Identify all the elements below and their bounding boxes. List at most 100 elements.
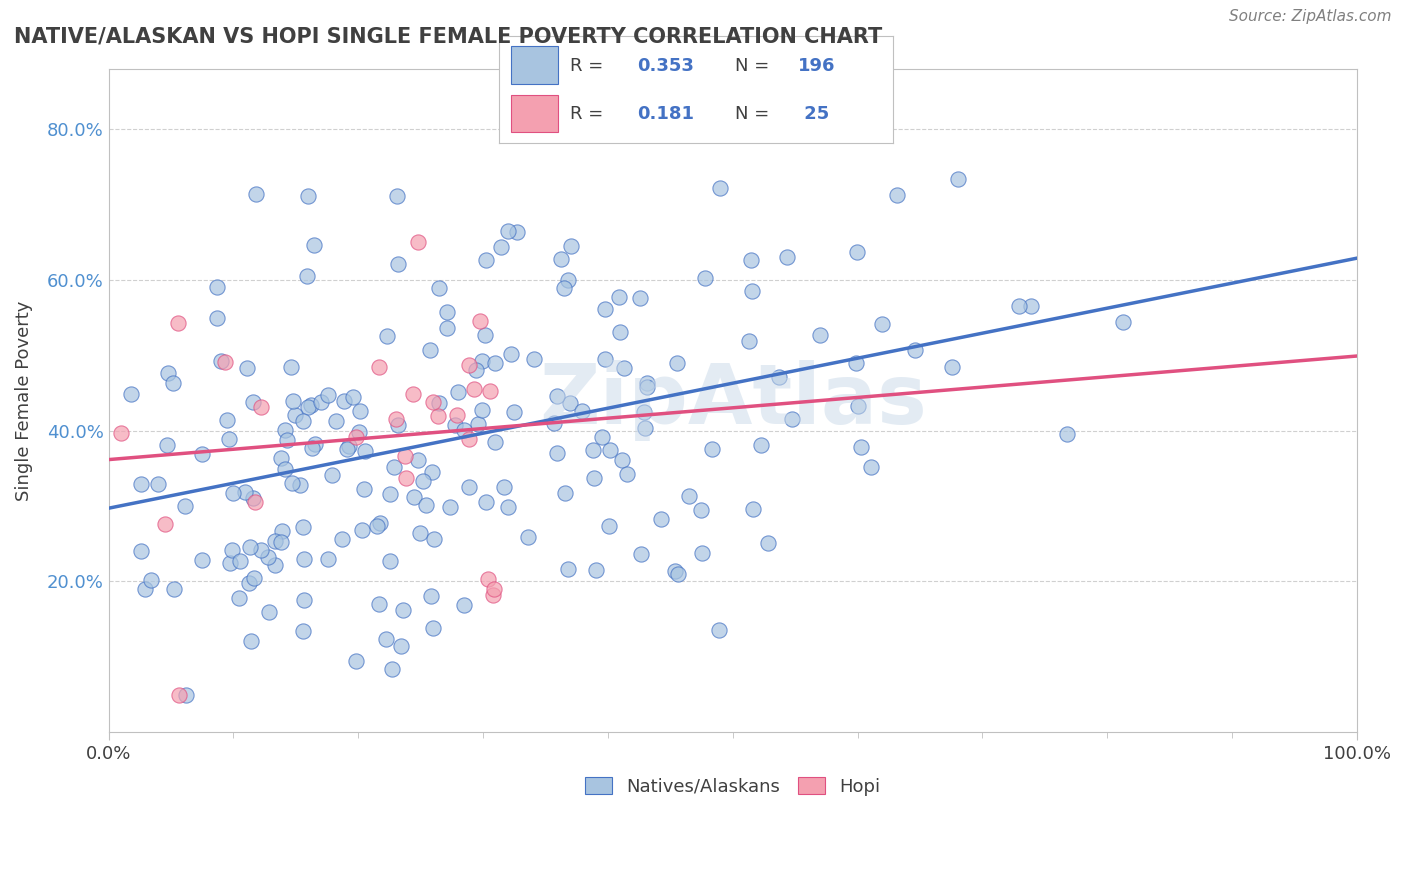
Point bbox=[228, 591, 250, 605]
Point bbox=[571, 404, 593, 418]
Point bbox=[233, 485, 256, 500]
Point bbox=[738, 334, 761, 348]
Point bbox=[131, 477, 153, 491]
Point bbox=[436, 321, 458, 335]
Point bbox=[274, 462, 297, 476]
Point bbox=[634, 421, 657, 435]
Point bbox=[773, 84, 796, 98]
Point bbox=[214, 355, 236, 369]
Point bbox=[474, 252, 496, 267]
Point bbox=[270, 524, 292, 538]
Point bbox=[146, 476, 169, 491]
Point bbox=[678, 490, 700, 504]
Point bbox=[557, 273, 579, 287]
Point bbox=[245, 187, 267, 202]
Point bbox=[474, 495, 496, 509]
Point bbox=[427, 281, 450, 295]
Point bbox=[422, 621, 444, 635]
Point bbox=[849, 440, 872, 454]
Point bbox=[859, 459, 882, 474]
Point bbox=[1008, 299, 1031, 313]
Point bbox=[353, 482, 375, 496]
Point bbox=[870, 318, 893, 332]
Point bbox=[478, 384, 501, 398]
Point bbox=[332, 393, 354, 408]
Point bbox=[465, 362, 488, 376]
Point bbox=[354, 444, 377, 458]
Point bbox=[582, 470, 605, 484]
Point bbox=[693, 271, 716, 285]
Point bbox=[423, 532, 446, 546]
Point bbox=[218, 556, 240, 570]
Point bbox=[167, 316, 190, 330]
Point bbox=[471, 353, 494, 368]
Point bbox=[741, 502, 763, 516]
Point bbox=[242, 491, 264, 505]
Point bbox=[427, 395, 450, 409]
Point bbox=[554, 486, 576, 500]
Point bbox=[613, 361, 636, 376]
Point bbox=[221, 543, 243, 558]
Point bbox=[167, 688, 190, 702]
Point bbox=[453, 598, 475, 612]
Point bbox=[304, 437, 326, 451]
Point bbox=[419, 343, 441, 357]
Point bbox=[768, 370, 790, 384]
Point bbox=[190, 447, 212, 461]
Point bbox=[904, 343, 927, 357]
Text: R =: R = bbox=[569, 57, 609, 75]
Point bbox=[496, 223, 519, 237]
Point bbox=[249, 400, 271, 414]
Point bbox=[134, 582, 156, 596]
Point bbox=[422, 465, 444, 479]
Point bbox=[557, 562, 579, 576]
Point bbox=[316, 387, 339, 401]
Point bbox=[447, 384, 470, 399]
Point bbox=[637, 380, 659, 394]
Point bbox=[607, 290, 630, 304]
Point bbox=[239, 633, 262, 648]
Point bbox=[385, 188, 408, 202]
Point bbox=[609, 325, 631, 339]
Point bbox=[295, 268, 318, 283]
Point bbox=[205, 310, 228, 325]
Point bbox=[1056, 426, 1078, 441]
Point bbox=[690, 546, 713, 560]
Text: 0.181: 0.181 bbox=[637, 105, 695, 123]
Point bbox=[560, 238, 582, 252]
Point bbox=[458, 432, 481, 446]
Point bbox=[599, 442, 621, 457]
Point bbox=[238, 575, 260, 590]
Point bbox=[288, 478, 311, 492]
Point bbox=[259, 605, 281, 619]
Point bbox=[845, 245, 868, 260]
Point bbox=[389, 640, 412, 654]
Point bbox=[467, 417, 489, 432]
Point bbox=[616, 467, 638, 482]
Point bbox=[337, 439, 360, 453]
Point bbox=[810, 327, 832, 342]
Point bbox=[344, 654, 367, 668]
Point bbox=[453, 423, 475, 437]
Point bbox=[281, 475, 304, 490]
Y-axis label: Single Female Poverty: Single Female Poverty bbox=[15, 301, 32, 500]
Point bbox=[349, 404, 371, 418]
Point bbox=[402, 387, 425, 401]
Point bbox=[299, 398, 322, 412]
Text: NATIVE/ALASKAN VS HOPI SINGLE FEMALE POVERTY CORRELATION CHART: NATIVE/ALASKAN VS HOPI SINGLE FEMALE POV… bbox=[14, 27, 883, 46]
Point bbox=[291, 520, 314, 534]
Text: ZipAtlas: ZipAtlas bbox=[538, 359, 927, 441]
Point bbox=[502, 405, 524, 419]
Point bbox=[342, 390, 364, 404]
Point bbox=[385, 412, 408, 426]
Point bbox=[941, 359, 963, 374]
Point bbox=[591, 430, 613, 444]
Text: 25: 25 bbox=[799, 105, 830, 123]
Point bbox=[162, 582, 184, 596]
Point bbox=[378, 554, 401, 568]
Point bbox=[534, 120, 557, 135]
Text: Source: ZipAtlas.com: Source: ZipAtlas.com bbox=[1229, 9, 1392, 24]
Point bbox=[846, 399, 869, 413]
Point bbox=[191, 553, 214, 567]
Point bbox=[666, 566, 689, 581]
